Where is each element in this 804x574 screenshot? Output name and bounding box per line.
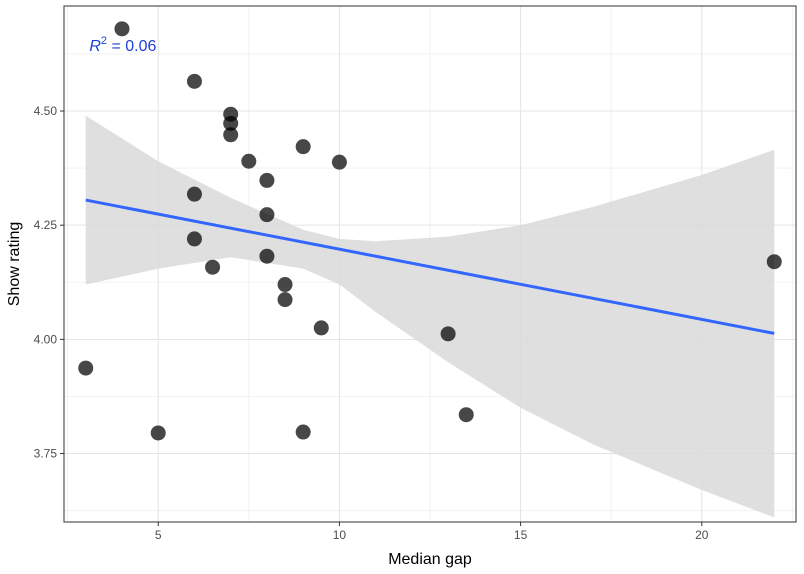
data-point — [277, 292, 293, 308]
data-point — [440, 326, 456, 342]
data-point — [259, 172, 275, 188]
x-axis: 5 10 15 20 — [155, 522, 709, 542]
data-point — [205, 259, 221, 275]
data-point — [259, 248, 275, 264]
data-point — [186, 186, 202, 202]
grid-minor — [64, 6, 796, 522]
x-tick-label: 5 — [155, 528, 162, 542]
data-point — [114, 21, 130, 37]
data-point — [331, 154, 347, 170]
y-tick-label: 3.75 — [34, 447, 58, 461]
y-tick-label: 4.25 — [34, 218, 58, 232]
x-tick-label: 10 — [333, 528, 347, 542]
data-point — [295, 424, 311, 440]
y-tick-label: 4.00 — [34, 332, 58, 346]
y-tick-label: 4.50 — [34, 104, 58, 118]
data-point — [259, 207, 275, 223]
confidence-band — [85, 115, 775, 518]
data-point — [277, 277, 293, 293]
data-point — [223, 127, 239, 143]
data-point — [766, 254, 782, 270]
data-point — [150, 425, 166, 441]
data-point — [186, 231, 202, 247]
confidence-band-layer — [85, 115, 775, 518]
y-axis-title: Show rating — [6, 222, 23, 307]
data-point — [223, 115, 239, 131]
r-squared-superscript: 2 — [101, 35, 107, 47]
points-layer — [78, 21, 782, 441]
r-squared-annotation: R2 = 0.06 — [89, 35, 156, 55]
data-point — [295, 139, 311, 155]
data-point — [313, 320, 329, 336]
r-squared-value: = 0.06 — [107, 38, 156, 55]
x-tick-label: 20 — [695, 528, 709, 542]
data-point — [241, 153, 257, 169]
y-axis: 3.75 4.00 4.25 4.50 — [34, 104, 64, 461]
x-tick-label: 15 — [514, 528, 528, 542]
panel-border — [63, 5, 797, 523]
data-point — [78, 360, 94, 376]
r-squared-prefix: R — [89, 38, 101, 55]
data-point — [186, 73, 202, 89]
x-axis-title: Median gap — [388, 551, 472, 568]
data-point — [458, 407, 474, 423]
trend-layer — [85, 198, 775, 335]
trend-line — [85, 198, 775, 335]
